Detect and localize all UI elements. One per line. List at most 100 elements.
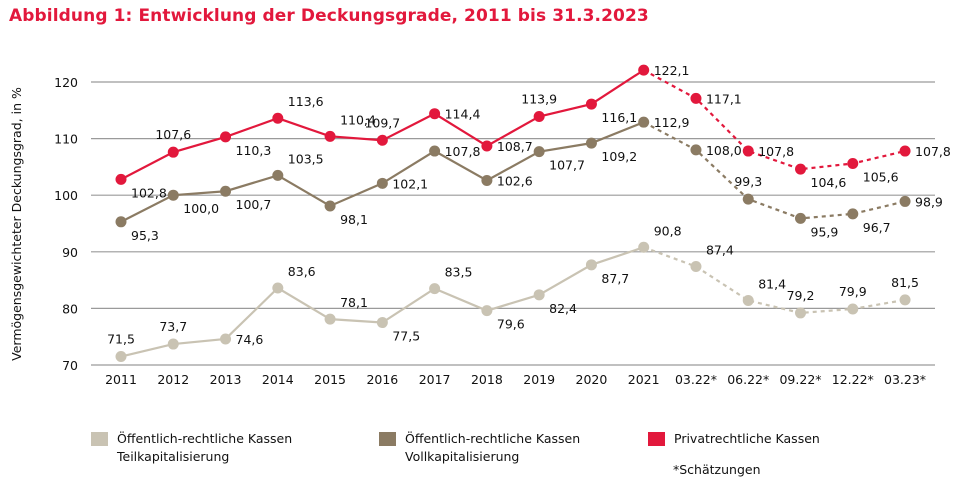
x-tick-label: 2017 xyxy=(419,372,451,387)
legend-label: Öffentlich-rechtliche Kassen xyxy=(405,431,581,446)
data-point xyxy=(272,112,284,124)
data-point xyxy=(429,283,441,295)
data-point xyxy=(272,169,284,181)
data-label: 73,7 xyxy=(159,319,187,334)
data-point xyxy=(742,294,754,306)
x-tick-label: 2016 xyxy=(366,372,398,387)
data-point xyxy=(220,333,232,345)
data-point xyxy=(847,208,859,220)
data-point xyxy=(585,137,597,149)
data-point xyxy=(220,185,232,197)
data-label: 108,7 xyxy=(497,139,533,154)
legend-label: Teilkapitalisierung xyxy=(117,449,230,464)
data-label: 87,7 xyxy=(601,271,629,286)
y-tick-label: 90 xyxy=(62,245,78,260)
series-line-estimated xyxy=(643,246,906,315)
data-point xyxy=(376,177,388,189)
data-label: 100,7 xyxy=(236,197,272,212)
data-label: 113,9 xyxy=(521,92,557,107)
data-label: 107,8 xyxy=(758,144,794,159)
data-point xyxy=(324,130,336,142)
data-label: 107,7 xyxy=(549,158,585,173)
data-point xyxy=(324,313,336,325)
data-point xyxy=(847,303,859,315)
legend-label: Privatrechtliche Kassen xyxy=(674,431,820,446)
data-label: 83,5 xyxy=(445,265,473,280)
y-axis-label: Vermögensgewichteter Deckungsgrad, in % xyxy=(9,87,24,361)
data-point xyxy=(167,189,179,201)
data-label: 98,9 xyxy=(915,194,943,209)
data-label: 113,6 xyxy=(288,94,324,109)
data-point xyxy=(376,134,388,146)
x-tick-label: 2018 xyxy=(471,372,503,387)
data-point xyxy=(220,131,232,143)
data-label: 107,6 xyxy=(155,127,191,142)
data-point xyxy=(795,307,807,319)
y-tick-label: 80 xyxy=(62,301,78,316)
data-point xyxy=(324,200,336,212)
data-point xyxy=(899,195,911,207)
data-label: 95,3 xyxy=(131,228,159,243)
data-label: 83,6 xyxy=(288,264,316,279)
data-point xyxy=(585,259,597,271)
data-label: 102,8 xyxy=(131,185,167,200)
data-point xyxy=(481,140,493,152)
data-label: 109,7 xyxy=(364,115,400,130)
data-label: 116,1 xyxy=(601,110,637,125)
data-point xyxy=(899,145,911,157)
y-tick-label: 110 xyxy=(54,132,78,147)
data-label: 90,8 xyxy=(654,223,682,238)
data-label: 98,1 xyxy=(340,212,368,227)
x-tick-label: 12.22* xyxy=(832,372,874,387)
data-point xyxy=(115,216,127,228)
data-label: 109,2 xyxy=(601,149,637,164)
data-point xyxy=(638,116,650,128)
data-point xyxy=(533,146,545,158)
legend-swatch xyxy=(648,432,665,446)
data-point xyxy=(638,64,650,76)
legend-swatch xyxy=(91,432,108,446)
data-label: 77,5 xyxy=(392,329,420,344)
data-label: 99,3 xyxy=(734,174,762,189)
data-label: 108,0 xyxy=(706,143,742,158)
data-label: 74,6 xyxy=(236,332,264,347)
series-line-estimated xyxy=(643,69,906,171)
data-label: 102,1 xyxy=(392,176,428,191)
data-point xyxy=(533,111,545,123)
data-label: 78,1 xyxy=(340,295,368,310)
data-label: 79,9 xyxy=(839,284,867,299)
data-point xyxy=(795,163,807,175)
data-label: 81,4 xyxy=(758,276,786,291)
data-point xyxy=(115,351,127,363)
data-point xyxy=(899,294,911,306)
data-label: 87,4 xyxy=(706,243,734,258)
data-point xyxy=(847,158,859,170)
y-tick-label: 120 xyxy=(54,75,78,90)
legend-label: Öffentlich-rechtliche Kassen xyxy=(117,431,293,446)
data-point xyxy=(429,145,441,157)
data-label: 71,5 xyxy=(107,332,135,347)
data-label: 110,3 xyxy=(236,143,272,158)
x-tick-label: 09.22* xyxy=(779,372,821,387)
data-point xyxy=(167,338,179,350)
x-tick-label: 2019 xyxy=(523,372,555,387)
data-point xyxy=(742,193,754,205)
data-label: 107,8 xyxy=(445,144,481,159)
x-tick-label: 2020 xyxy=(576,372,608,387)
data-label: 96,7 xyxy=(863,220,891,235)
data-point xyxy=(429,108,441,120)
data-point xyxy=(481,305,493,317)
data-point xyxy=(742,145,754,157)
data-point xyxy=(690,92,702,104)
legend-swatch xyxy=(379,432,396,446)
x-tick-label: 2015 xyxy=(314,372,346,387)
data-label: 81,5 xyxy=(891,275,919,290)
data-label: 114,4 xyxy=(445,107,481,122)
data-point xyxy=(376,317,388,329)
series-line-estimated xyxy=(643,121,906,220)
data-label: 112,9 xyxy=(654,115,690,130)
data-point xyxy=(585,98,597,110)
x-tick-label: 06.22* xyxy=(727,372,769,387)
x-tick-label: 2021 xyxy=(628,372,660,387)
